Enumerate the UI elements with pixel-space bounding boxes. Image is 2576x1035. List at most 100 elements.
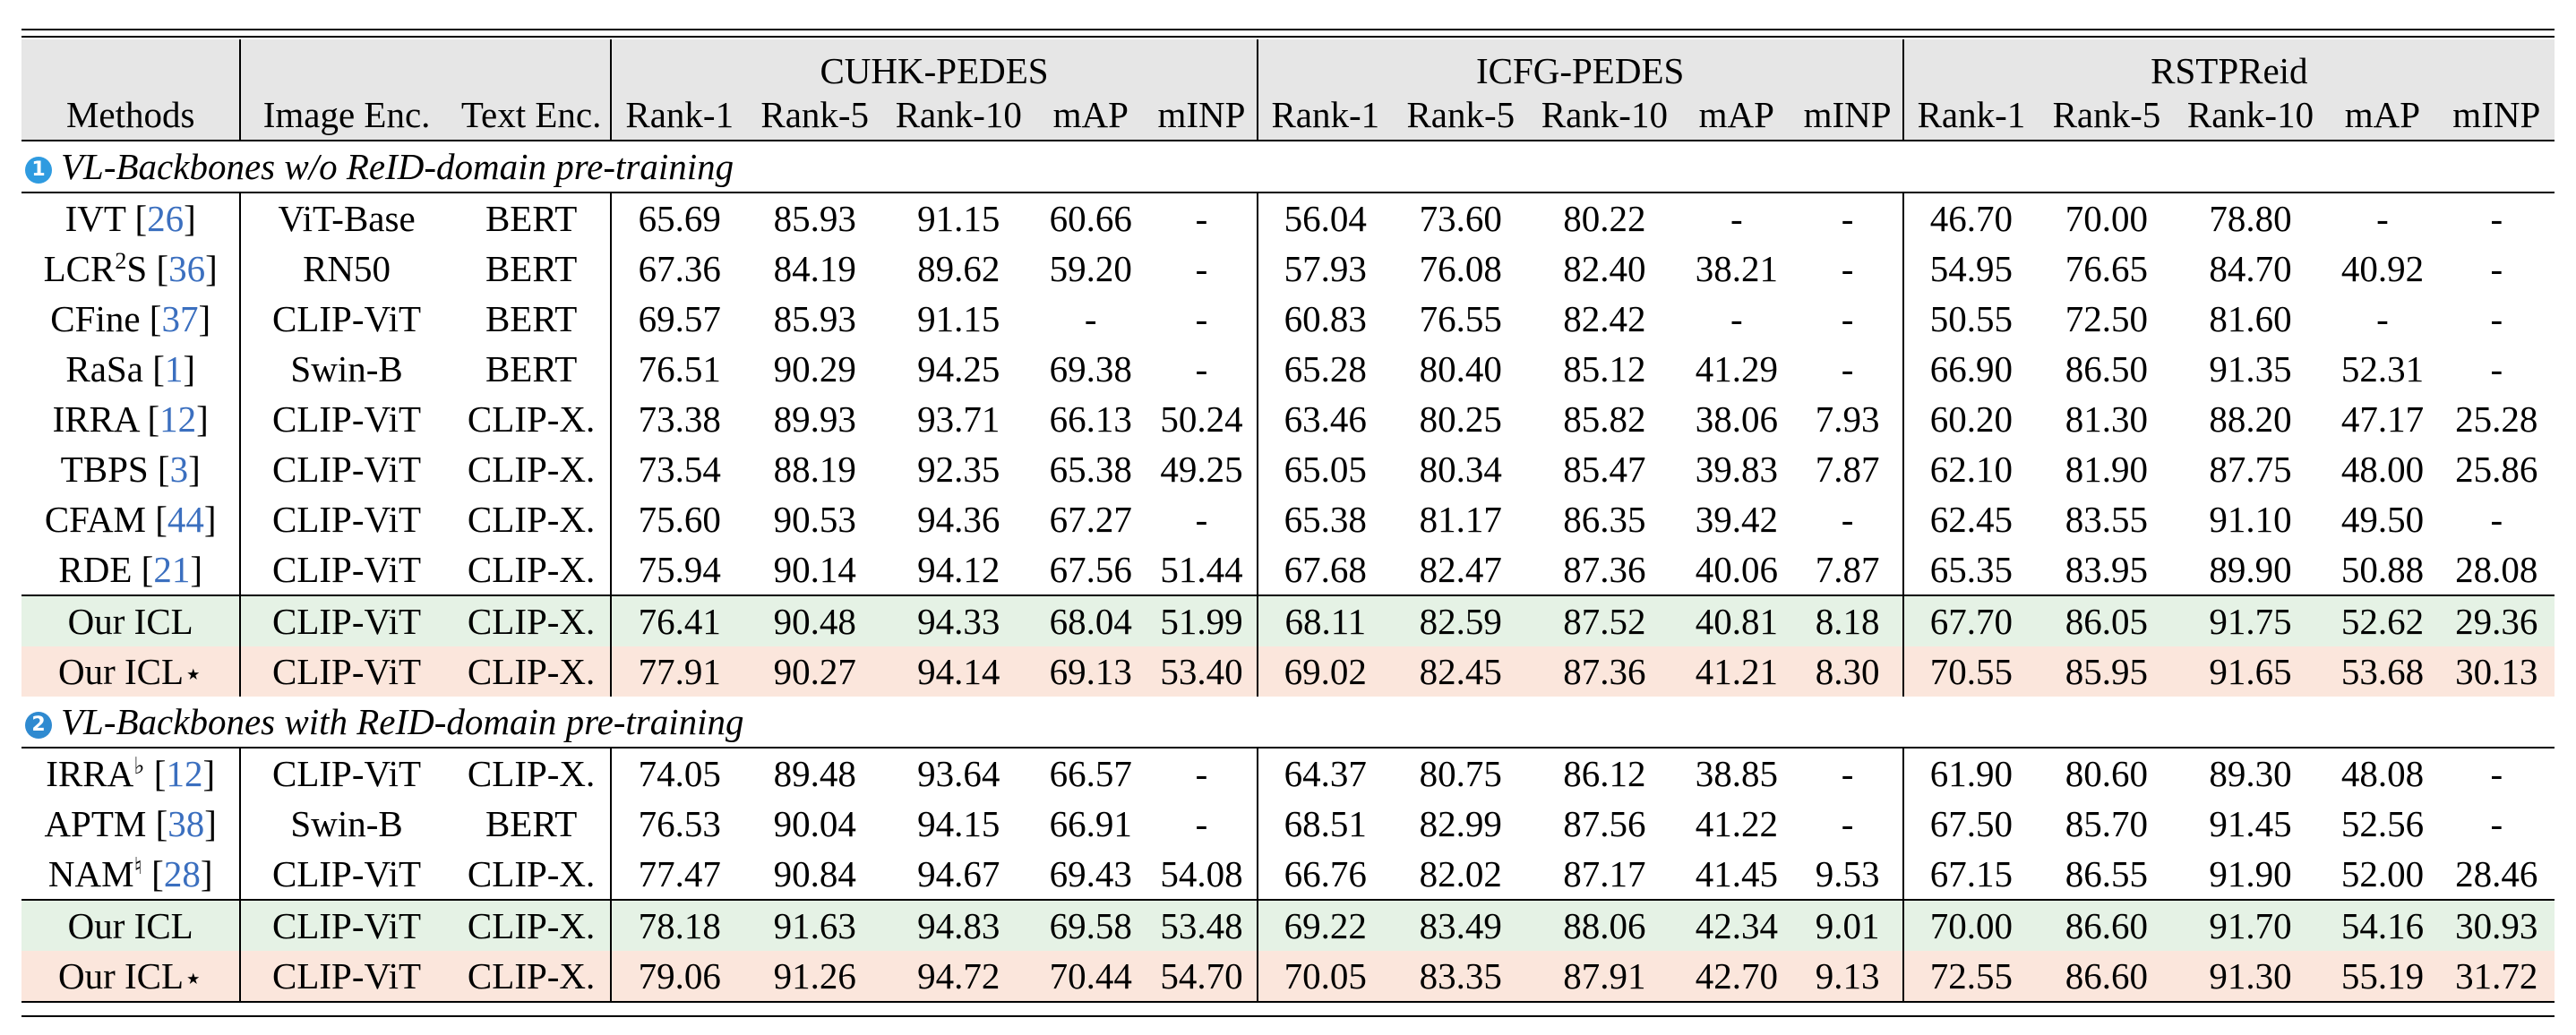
method-name: Our ICL [58, 954, 185, 997]
group-header-icfg: ICFG-PEDES [1256, 39, 1903, 90]
value-cell: 82.59 [1393, 594, 1529, 646]
citation-link[interactable]: 36 [168, 247, 206, 289]
method-name: APTM [44, 802, 147, 844]
value-cell: 85.93 [773, 197, 856, 239]
star-mark: ⋆ [184, 657, 203, 691]
value-cell: 90.14 [773, 548, 856, 590]
text-encoder-cell: CLIP-X. [451, 646, 612, 697]
results-table: CUHK-PEDES ICFG-PEDES RSTPReid Methods I… [21, 39, 2555, 1003]
value-cell: 93.64 [917, 752, 1000, 794]
image-encoder-cell: CLIP-ViT [239, 494, 452, 544]
method-suffix: S [126, 247, 148, 289]
value-cell: 91.90 [2209, 852, 2292, 894]
value-cell: 41.22 [1695, 802, 1778, 844]
citation-link[interactable]: 12 [166, 752, 203, 794]
citation-link[interactable]: 3 [169, 448, 189, 490]
value-cell: 87.17 [1563, 852, 1646, 894]
value-cell: 53.68 [2326, 646, 2439, 697]
method-name: IRRA [52, 398, 139, 440]
value-cell: - [1195, 347, 1208, 389]
table-row: LCR2S [36] RN50 BERT 67.36 84.19 89.62 59.20 - 5… [21, 244, 2555, 294]
image-encoder-cell: CLIP-ViT [239, 594, 452, 646]
value-cell: 91.15 [917, 297, 1000, 339]
method-cell: NAM♮ [28] [47, 852, 213, 894]
citation-link[interactable]: 1 [164, 347, 184, 389]
citation-link[interactable]: 37 [161, 297, 199, 339]
value-cell: 49.50 [2340, 498, 2425, 540]
value-cell: 94.25 [917, 347, 1000, 389]
citation-link[interactable]: 38 [167, 802, 205, 844]
metric-header: Rank-1 [610, 90, 747, 141]
value-cell: 87.36 [1528, 646, 1681, 697]
method-cell: CFine [37] [50, 297, 211, 339]
value-cell: 89.93 [773, 398, 856, 440]
image-encoder-cell: CLIP-ViT [239, 444, 452, 494]
value-cell: 66.13 [1049, 398, 1132, 440]
value-cell: 86.05 [2039, 594, 2175, 646]
text-encoder-cell: BERT [485, 247, 578, 289]
section-header: 1 VL-Backbones w/o ReID-domain pre-traini… [21, 141, 2555, 193]
value-cell: 87.75 [2209, 448, 2292, 490]
value-cell: 94.72 [882, 951, 1035, 1003]
value-cell: 25.86 [2455, 448, 2538, 490]
value-cell: 70.00 [1902, 899, 2039, 951]
value-cell: 85.95 [2039, 646, 2175, 697]
value-cell: 77.91 [610, 646, 747, 697]
citation-link[interactable]: 26 [147, 197, 185, 239]
value-cell: 80.40 [1419, 347, 1502, 389]
value-cell: 85.12 [1563, 347, 1646, 389]
section-title: VL-Backbones with ReID-domain pre-traini… [61, 700, 744, 742]
metric-header: Rank-10 [1528, 90, 1681, 141]
value-cell: 91.15 [917, 197, 1000, 239]
header-text-enc: Text Enc. [451, 90, 612, 141]
value-cell: 51.99 [1146, 594, 1258, 646]
text-encoder-cell: CLIP-X. [451, 951, 612, 1003]
value-cell: 81.60 [2209, 297, 2292, 339]
value-cell: 92.35 [917, 448, 1000, 490]
value-cell: 85.93 [773, 297, 856, 339]
value-cell: 28.46 [2455, 852, 2538, 894]
value-cell: 82.42 [1563, 297, 1646, 339]
value-cell: 89.48 [773, 752, 856, 794]
citation-link[interactable]: 21 [153, 548, 191, 590]
value-cell: 69.58 [1035, 899, 1147, 951]
value-cell: 41.45 [1695, 852, 1778, 894]
image-encoder-cell: Swin-B [239, 344, 452, 394]
citation-link[interactable]: 28 [163, 852, 201, 894]
value-cell: 82.02 [1419, 852, 1502, 894]
image-encoder-cell: CLIP-ViT [239, 544, 452, 595]
value-cell: - [2376, 297, 2389, 339]
method-superscript: ♮ [133, 852, 142, 879]
method-cell: Our ICL [21, 594, 241, 646]
group-header-rstp: RSTPReid [1902, 39, 2555, 90]
image-encoder-cell: CLIP-ViT [239, 294, 452, 344]
value-cell: 69.43 [1049, 852, 1132, 894]
value-cell: 28.08 [2455, 548, 2538, 590]
value-cell: 82.99 [1419, 802, 1502, 844]
text-encoder-cell: CLIP-X. [467, 752, 596, 794]
value-cell: 55.19 [2326, 951, 2439, 1003]
metric-header: mAP [1035, 90, 1147, 141]
value-cell: - [1730, 197, 1743, 239]
header-methods: Methods [21, 90, 241, 141]
value-cell: 91.75 [2174, 594, 2327, 646]
value-cell: 90.84 [773, 852, 856, 894]
value-cell: 73.38 [610, 394, 747, 444]
value-cell: - [2490, 752, 2503, 794]
value-cell: 48.08 [2340, 752, 2425, 794]
bottom-rule [21, 1015, 2555, 1017]
value-cell: 40.06 [1695, 548, 1778, 590]
citation-link[interactable]: 12 [159, 398, 197, 440]
value-cell: 48.00 [2340, 448, 2425, 490]
method-cell: RaSa [1] [65, 347, 195, 389]
metric-header: mINP [1792, 90, 1903, 141]
method-superscript: 2 [115, 247, 127, 274]
value-cell: 76.65 [2065, 247, 2149, 289]
citation-link[interactable]: 44 [167, 498, 204, 540]
value-cell: - [1841, 197, 1854, 239]
value-cell: 86.55 [2065, 852, 2149, 894]
value-cell: 80.22 [1563, 197, 1646, 239]
metric-header: Rank-5 [2039, 90, 2175, 141]
value-cell: 42.34 [1680, 899, 1793, 951]
value-cell: 84.19 [773, 247, 856, 289]
